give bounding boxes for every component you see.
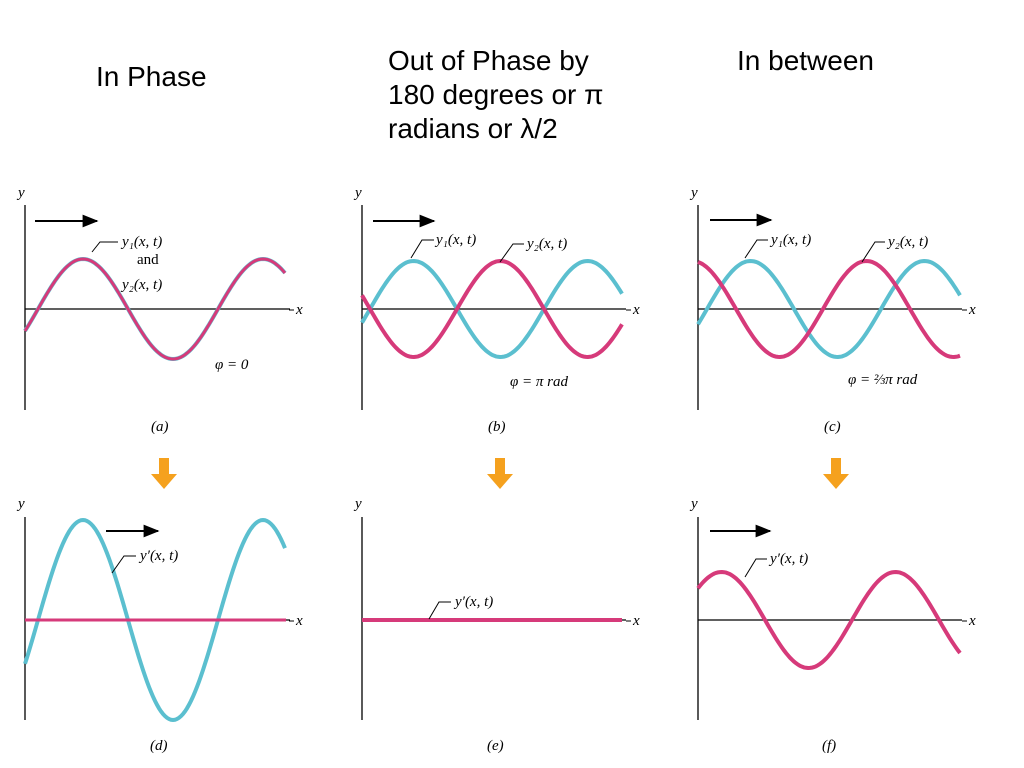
heading-in-phase: In Phase	[96, 61, 207, 92]
down-arrow-icon	[487, 458, 513, 489]
phase-label: φ = π rad	[510, 374, 569, 390]
panel-caption: (d)	[150, 738, 168, 754]
wave-label-resultant: y′(x, t)	[768, 551, 808, 567]
wave-label-y1: y₁(x, t)	[769, 232, 811, 248]
phase-label: φ = 0	[215, 357, 249, 373]
wave-y2	[697, 258, 961, 360]
wave-y1	[360, 258, 624, 360]
panel-d: y x y′(x, t) (d)	[16, 496, 303, 754]
panel-c: y x y₁(x, t) y₂(x, t) φ = ⅔π rad (c)	[689, 185, 976, 435]
wave-label-and: and	[137, 252, 159, 268]
x-axis-label: x	[968, 613, 976, 629]
panel-f: y x y′(x, t) (f)	[689, 496, 976, 754]
panel-caption: (c)	[824, 419, 841, 435]
panel-e: y x y′(x, t) (e)	[353, 496, 640, 754]
down-arrows	[151, 458, 849, 489]
panel-a: y x y₁(x, t) and y₂(x, t) φ = 0 (a)	[16, 185, 303, 435]
x-axis-label: x	[632, 613, 640, 629]
wave-label-resultant: y′(x, t)	[453, 594, 493, 610]
heading-out-of-phase: Out of Phase by 180 degrees or π radians…	[388, 45, 604, 144]
wave-label-y1: y₁(x, t)	[434, 232, 476, 248]
x-axis-label: x	[295, 302, 303, 318]
x-axis-label: x	[295, 613, 303, 629]
wave-y2	[360, 258, 624, 360]
panel-caption: (f)	[822, 738, 836, 754]
wave-y1	[696, 258, 962, 360]
y-axis-label: y	[353, 185, 362, 201]
down-arrow-icon	[151, 458, 177, 489]
y-axis-label: y	[689, 185, 698, 201]
resultant-wave	[696, 569, 962, 671]
panel-caption: (e)	[487, 738, 504, 754]
wave-label-y1: y₁(x, t)	[120, 234, 162, 250]
heading-in-between: In between	[737, 45, 874, 76]
label-leader	[91, 241, 118, 253]
wave-label-y2: y₂(x, t)	[120, 277, 162, 293]
y-axis-label: y	[689, 496, 698, 512]
panel-caption: (b)	[488, 419, 506, 435]
wave-y2	[23, 257, 287, 361]
x-axis-label: x	[632, 302, 640, 318]
y-axis-label: y	[16, 185, 25, 201]
wave-label-y2: y₂(x, t)	[886, 234, 928, 250]
y-axis-label: y	[353, 496, 362, 512]
phase-label: φ = ⅔π rad	[848, 372, 918, 388]
y-axis-label: y	[16, 496, 25, 512]
down-arrow-icon	[823, 458, 849, 489]
wave-label-y2: y₂(x, t)	[525, 236, 567, 252]
resultant-wave	[23, 517, 287, 723]
panel-b: y x y₁(x, t) y₂(x, t) φ = π rad (b)	[353, 185, 640, 435]
panel-caption: (a)	[151, 419, 169, 435]
wave-label-resultant: y′(x, t)	[138, 548, 178, 564]
x-axis-label: x	[968, 302, 976, 318]
